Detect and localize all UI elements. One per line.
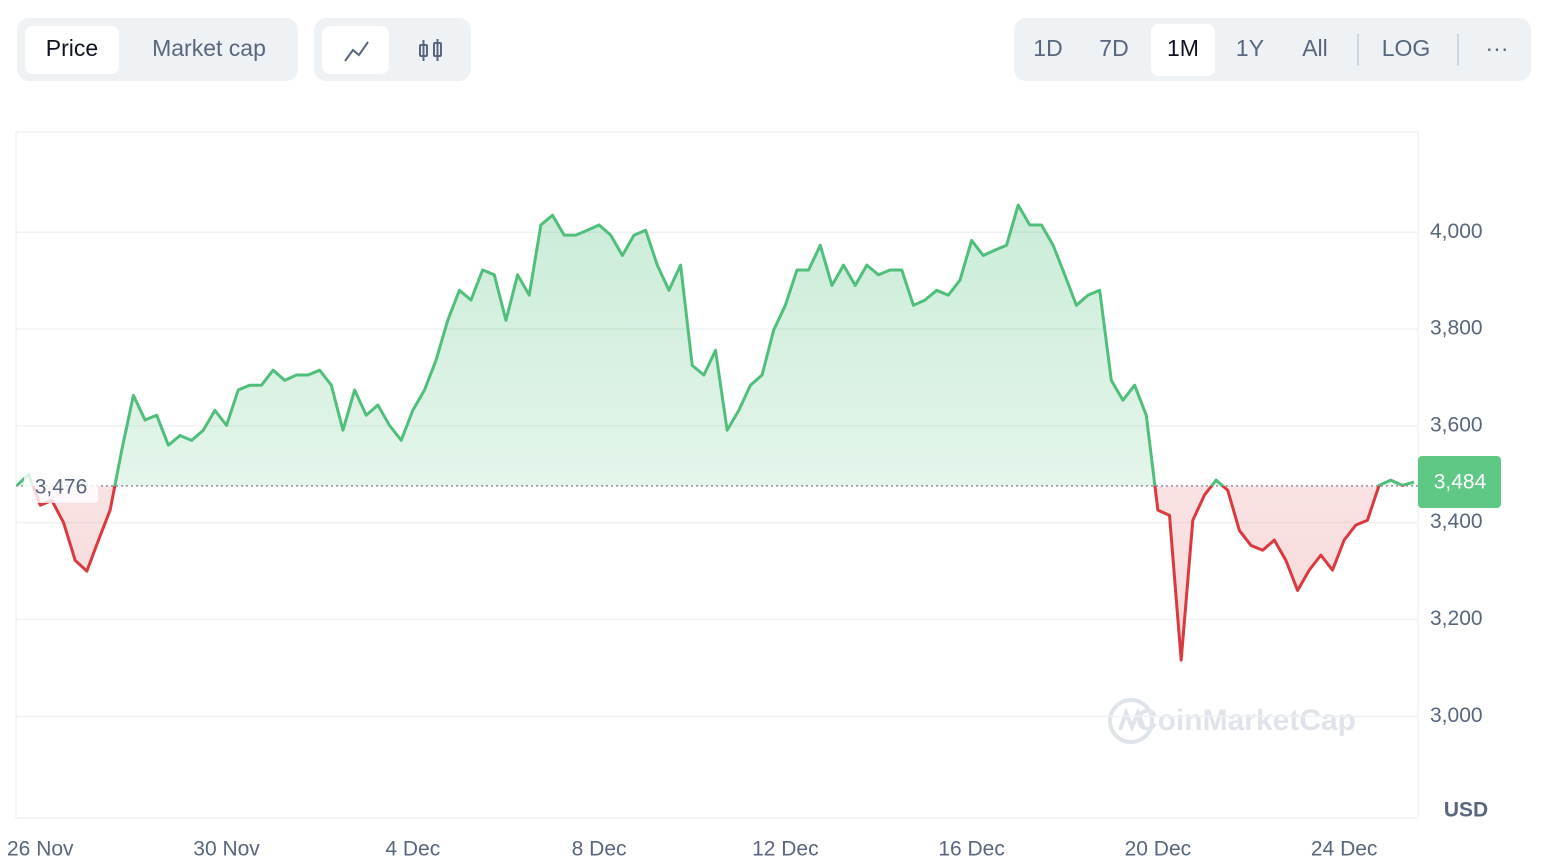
log-button[interactable]: LOG <box>1382 35 1431 61</box>
y-tick-label: 3,000 <box>1430 704 1483 727</box>
x-tick-label: 20 Dec <box>1125 838 1192 861</box>
y-tick-label: 4,000 <box>1430 220 1483 243</box>
x-tick-label: 8 Dec <box>572 838 627 861</box>
x-tick-label: 30 Nov <box>193 838 260 861</box>
watermark-logo <box>1108 698 1154 744</box>
range-button[interactable]: 1M <box>1167 35 1199 61</box>
baseline-label-bg <box>24 468 98 503</box>
line-type-button[interactable] <box>322 26 389 74</box>
baseline-label: 3,476 <box>35 475 88 498</box>
x-tick-label: 24 Dec <box>1311 838 1378 861</box>
range-button[interactable]: 1Y <box>1236 35 1264 61</box>
x-tick-label: 16 Dec <box>938 838 1005 861</box>
x-tick-label: 4 Dec <box>385 838 440 861</box>
range-button[interactable]: All <box>1302 35 1328 61</box>
y-tick-label: 3,800 <box>1430 317 1483 340</box>
y-tick-label: 3,200 <box>1430 607 1483 630</box>
x-tick-label: 26 Nov <box>7 838 74 861</box>
price-line-down <box>17 485 1407 662</box>
active-range-bg <box>1151 24 1215 76</box>
watermark: CoinMarketCap <box>1136 704 1356 737</box>
range-button[interactable]: 7D <box>1099 35 1128 61</box>
y-tick-label: 3,600 <box>1430 413 1483 436</box>
view-tab[interactable]: Market cap <box>152 35 266 61</box>
view-tab[interactable]: Price <box>46 35 98 61</box>
price-line-up <box>15 203 1415 486</box>
candle-icon[interactable] <box>419 39 442 61</box>
current-price-badge <box>1418 456 1501 509</box>
x-tick-label: 12 Dec <box>752 838 819 861</box>
area-up <box>17 205 1414 486</box>
more-button[interactable]: ··· <box>1486 35 1509 61</box>
range-button[interactable]: 1D <box>1033 35 1062 61</box>
unit-label: USD <box>1444 799 1488 822</box>
current-price-label: 3,484 <box>1434 471 1487 494</box>
area-down <box>17 485 1414 661</box>
range-group <box>1014 18 1531 81</box>
line-icon <box>344 41 369 62</box>
y-tick-label: 3,400 <box>1430 510 1483 533</box>
active-tab-bg <box>25 26 119 74</box>
